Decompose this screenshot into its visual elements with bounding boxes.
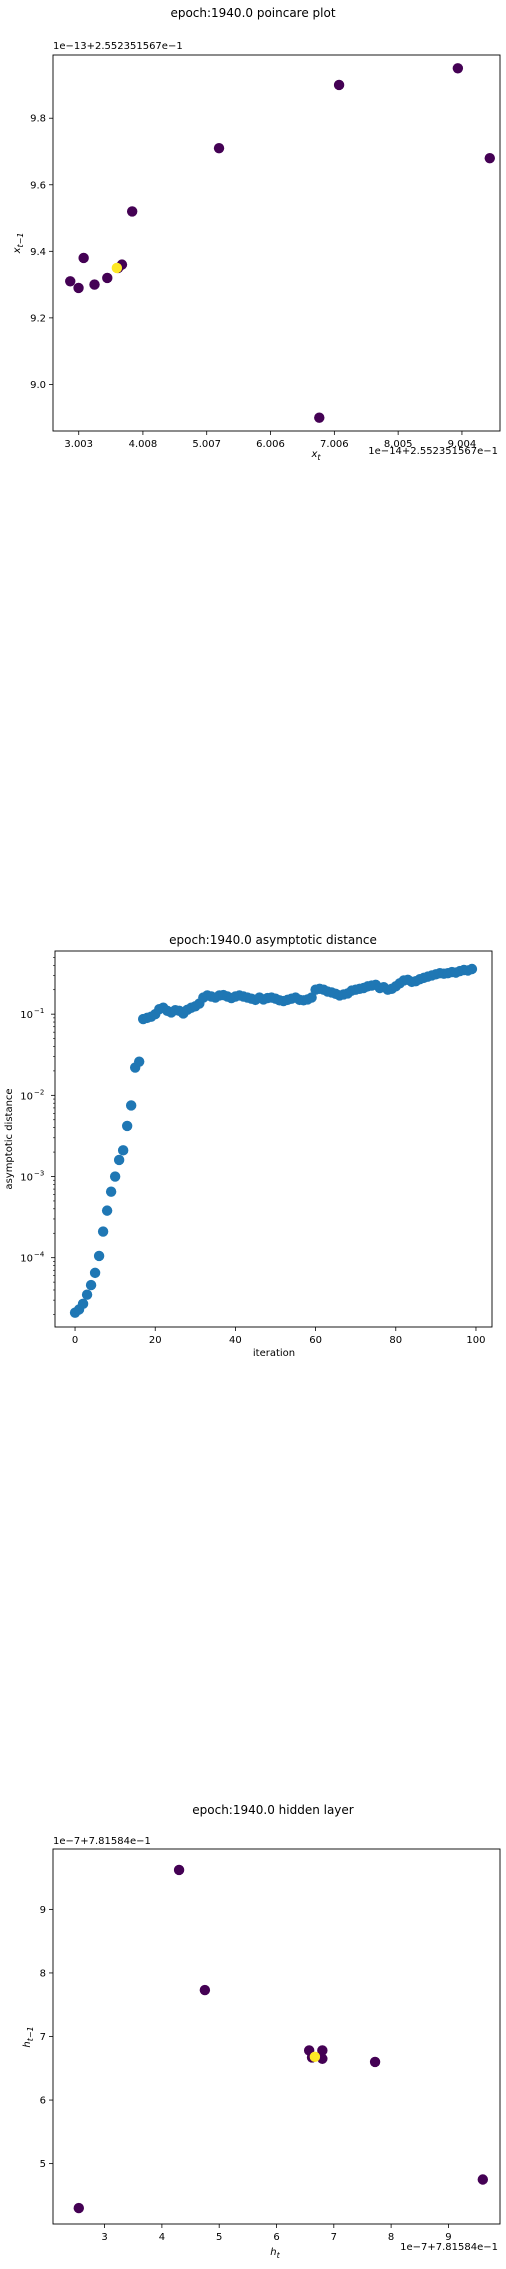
distance-point-8 [101, 1205, 113, 1216]
hidden-x-tick-label-2: 5 [216, 2232, 222, 2243]
distance-point-11 [113, 1154, 125, 1166]
poincare-plot-frame [52, 54, 501, 432]
distance-point-12 [117, 1145, 129, 1156]
distance-point-99 [466, 963, 478, 975]
asymptotic-x-tick-label-3: 60 [309, 1335, 322, 1346]
poincare-points [65, 63, 495, 423]
distance-point-6 [93, 1250, 105, 1262]
hidden-layer-points [73, 1864, 489, 2214]
hidden-x-axis-label: ht [270, 2247, 280, 2260]
poincare-y-axis-label: xt−1 [12, 233, 25, 255]
poincare-y-tick-label-2: 9.4 [30, 247, 46, 258]
poincare-point-3 [89, 279, 100, 290]
poincare-point-1 [73, 282, 84, 294]
hidden-point-0 [73, 2202, 84, 2214]
asymptotic-y-tick-label-0: 10 [20, 1254, 33, 1265]
hidden-x-offset-label: 1e−7+7.81584e−1 [400, 2242, 498, 2253]
poincare-x-tick-label-0: 3.003 [64, 439, 93, 450]
hidden-layer-frame [52, 1848, 501, 2225]
hidden-y-tick-label-1: 6 [40, 2096, 46, 2107]
hidden-y-tick-label-0: 5 [40, 2159, 46, 2170]
hidden-point-9 [309, 2051, 321, 2063]
poincare-point-10 [333, 79, 345, 91]
asymptotic-y-tick-exponent-3: −1 [34, 1007, 44, 1015]
asymptotic-x-tick-label-0: 0 [72, 1335, 78, 1346]
poincare-y-tick-label-4: 9.8 [30, 114, 46, 125]
poincare-x-tick-label-6: 9.004 [448, 439, 477, 450]
hidden-y-tick-label-2: 7 [40, 2032, 46, 2043]
asymptotic-y-tick-label-2: 10 [20, 1091, 33, 1102]
poincare-y-tick-label-3: 9.6 [30, 180, 46, 191]
distance-point-3 [81, 1289, 93, 1300]
poincare-point-9 [314, 412, 325, 423]
hidden-x-tick-label-4: 7 [331, 2232, 337, 2243]
asymptotic-x-tick-label-1: 20 [149, 1335, 162, 1346]
distance-point-16 [133, 1056, 145, 1067]
hidden-layer-title: epoch:1940.0 hidden layer [192, 1803, 354, 1817]
hidden-x-tick-label-0: 3 [101, 2232, 107, 2243]
poincare-point-4 [102, 272, 113, 284]
distance-point-2 [77, 1298, 89, 1310]
distance-point-4 [85, 1279, 97, 1291]
poincare-y-tick-label-0: 9.0 [30, 380, 46, 391]
distance-point-10 [109, 1171, 121, 1182]
hidden-y-tick-label-4: 9 [40, 1905, 46, 1916]
asymptotic-distance-points [69, 963, 478, 1318]
poincare-point-2 [78, 252, 89, 264]
asymptotic-x-tick-label-4: 80 [389, 1335, 402, 1346]
hidden-y-axis-label: ht−1 [22, 2026, 35, 2047]
distance-point-13 [121, 1120, 133, 1132]
asymptotic-x-tick-label-5: 100 [466, 1335, 485, 1346]
poincare-point-8 [213, 142, 225, 154]
poincare-x-axis-label: xt [310, 449, 321, 462]
poincare-y-offset-label: 1e−13+2.552351567e−1 [53, 41, 183, 52]
asymptotic-y-tick-label-1: 10 [20, 1173, 33, 1184]
asymptotic-y-tick-exponent-0: −4 [34, 1251, 45, 1259]
asymptotic-y-tick-exponent-2: −2 [34, 1088, 44, 1096]
asymptotic-x-axis-label: iteration [253, 1348, 295, 1359]
distance-point-7 [97, 1226, 109, 1237]
poincare-x-tick-label-1: 4.008 [129, 439, 158, 450]
hidden-y-tick-label-3: 8 [40, 1968, 46, 1979]
asymptotic-distance-chart: epoch:1940.0 asymptotic distance 0 20 40 60… [4, 933, 493, 1359]
asymptotic-distance-frame [54, 950, 493, 1328]
hidden-x-tick-label-5: 8 [388, 2232, 394, 2243]
hidden-x-tick-label-6: 9 [445, 2232, 451, 2243]
distance-point-14 [125, 1100, 137, 1111]
poincare-y-tick-label-1: 9.2 [30, 313, 46, 324]
hidden-x-tick-label-3: 6 [273, 2232, 279, 2243]
asymptotic-y-tick-exponent-1: −3 [34, 1170, 44, 1178]
distance-point-5 [89, 1267, 101, 1279]
hidden-point-1 [173, 1864, 185, 1876]
hidden-x-tick-label-1: 4 [159, 2232, 165, 2243]
asymptotic-y-tick-label-3: 10 [20, 1010, 33, 1021]
poincare-x-offset-label: 1e−14+2.552351567e−1 [368, 446, 498, 457]
asymptotic-distance-title: epoch:1940.0 asymptotic distance [169, 933, 377, 947]
hidden-point-2 [199, 1984, 211, 1996]
hidden-point-8 [477, 2174, 489, 2185]
asymptotic-y-axis-label: asymptotic distance [4, 1088, 15, 1189]
distance-point-9 [105, 1186, 117, 1197]
poincare-x-tick-label-2: 5.007 [192, 439, 221, 450]
poincare-plot-chart: epoch:1940.0 poincare plot 1e−13+2.55235… [12, 6, 501, 462]
poincare-point-12 [484, 152, 495, 164]
poincare-x-tick-label-4: 7.006 [320, 439, 349, 450]
poincare-point-11 [452, 63, 464, 74]
distance-point-59 [306, 992, 317, 1003]
poincare-point-13 [111, 262, 123, 274]
poincare-x-tick-label-3: 6.006 [256, 439, 285, 450]
poincare-point-0 [65, 276, 76, 287]
hidden-layer-chart: epoch:1940.0 hidden layer 1e−7+7.81584e−… [22, 1803, 501, 2260]
hidden-point-4 [317, 2045, 328, 2056]
asymptotic-x-tick-label-2: 40 [229, 1335, 242, 1346]
hidden-point-7 [369, 2056, 381, 2068]
poincare-x-tick-label-5: 8.005 [384, 439, 413, 450]
hidden-y-offset-label: 1e−7+7.81584e−1 [53, 1836, 151, 1847]
poincare-point-7 [126, 206, 138, 217]
poincare-plot-title: epoch:1940.0 poincare plot [170, 6, 335, 20]
